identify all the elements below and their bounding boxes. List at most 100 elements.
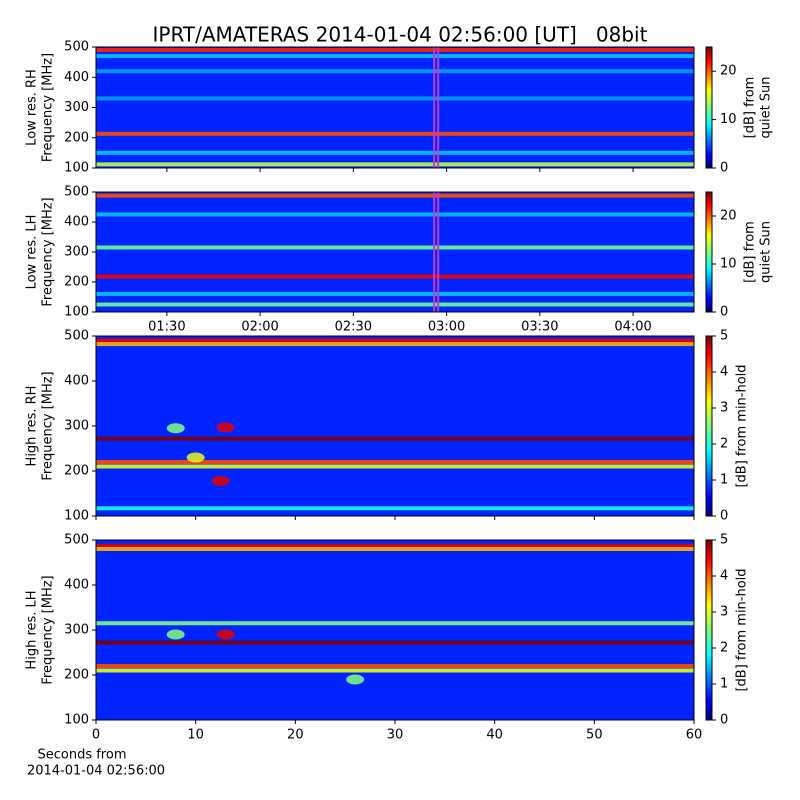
band xyxy=(96,436,694,441)
colorbar-tick-label: 4 xyxy=(720,365,728,380)
y-tick-label: 100 xyxy=(64,713,89,728)
figure-title: IPRT/AMATERAS 2014-01-04 02:56:00 [UT] 0… xyxy=(153,23,648,47)
band xyxy=(96,664,694,668)
y-tick-label: 100 xyxy=(64,509,89,524)
y-tick-label: 400 xyxy=(64,70,89,85)
band xyxy=(96,96,694,101)
band xyxy=(96,292,694,296)
y-tick-label: 500 xyxy=(64,40,89,55)
colorbar-tick-label: 10 xyxy=(720,112,737,127)
band xyxy=(96,640,694,645)
colorbar-tick-label: 4 xyxy=(720,569,728,584)
x-tick-label: 50 xyxy=(586,728,603,743)
y-axis-label: Frequency [MHz] xyxy=(41,197,56,306)
y-tick-label: 200 xyxy=(64,275,89,290)
y-tick-label: 100 xyxy=(64,161,89,176)
colorbar-tick-label: 3 xyxy=(720,605,728,620)
colorbar-tick-label: 1 xyxy=(720,473,728,488)
spot xyxy=(186,452,205,463)
band xyxy=(96,668,694,673)
colorbar-label: [dB] from xyxy=(743,77,758,139)
spot xyxy=(166,629,185,640)
colorbar xyxy=(705,335,713,517)
x-tick-label: 60 xyxy=(686,728,703,743)
colorbar xyxy=(705,539,713,721)
y-tick-label: 400 xyxy=(64,374,89,389)
x-tick-label: 10 xyxy=(187,728,204,743)
colorbar-tick-label: 2 xyxy=(720,437,728,452)
colorbar xyxy=(705,191,713,313)
band xyxy=(96,338,694,343)
y-tick-label: 500 xyxy=(64,329,89,344)
colorbar-tick-label: 5 xyxy=(720,329,728,344)
y-axis-label: Frequency [MHz] xyxy=(41,53,56,162)
y-axis-label: Low res. LH xyxy=(25,215,40,290)
y-tick-label: 300 xyxy=(64,100,89,115)
band xyxy=(96,342,694,347)
band xyxy=(96,193,694,198)
colorbar-tick-label: 10 xyxy=(720,257,737,272)
y-tick-label: 500 xyxy=(64,185,89,200)
y-axis-label: Low res. RH xyxy=(25,69,40,146)
x-tick-label: 30 xyxy=(387,728,404,743)
y-tick-label: 100 xyxy=(64,305,89,320)
y-tick-label: 200 xyxy=(64,668,89,683)
band xyxy=(96,621,694,626)
band xyxy=(96,506,694,511)
colorbar-tick-label: 3 xyxy=(720,401,728,416)
spot xyxy=(211,475,230,486)
y-tick-label: 200 xyxy=(64,130,89,145)
colorbar-label: [dB] from min-hold xyxy=(735,568,750,691)
band xyxy=(96,274,694,279)
y-tick-label: 300 xyxy=(64,419,89,434)
spot xyxy=(166,423,185,434)
colorbar-tick-label: 20 xyxy=(720,209,737,224)
band xyxy=(96,131,694,136)
band xyxy=(96,547,694,551)
x-tick-label: 02:30 xyxy=(335,320,372,335)
heatmap-background xyxy=(96,336,694,516)
colorbar-tick-label: 5 xyxy=(720,533,728,548)
x-tick-label: 01:30 xyxy=(148,320,185,335)
x-axis-label: 2014-01-04 02:56:00 xyxy=(27,764,165,779)
band xyxy=(96,302,694,307)
x-tick-label: 40 xyxy=(486,728,503,743)
y-tick-label: 400 xyxy=(64,215,89,230)
band xyxy=(96,464,694,469)
x-tick-label: 03:00 xyxy=(428,320,465,335)
y-axis-label: High res. LH xyxy=(25,590,40,669)
band xyxy=(96,212,694,217)
band xyxy=(96,150,694,155)
x-tick-label: 02:00 xyxy=(241,320,278,335)
colorbar-label: [dB] from min-hold xyxy=(735,364,750,487)
y-tick-label: 500 xyxy=(64,533,89,548)
y-tick-label: 300 xyxy=(64,623,89,638)
x-tick-label: 20 xyxy=(287,728,304,743)
heatmap-background xyxy=(96,540,694,720)
colorbar-tick-label: 0 xyxy=(720,305,728,320)
colorbar-tick-label: 0 xyxy=(720,509,728,524)
band xyxy=(96,460,694,464)
x-tick-label: 0 xyxy=(92,728,100,743)
y-tick-label: 400 xyxy=(64,578,89,593)
band xyxy=(96,48,694,53)
x-axis-label: Seconds from xyxy=(37,748,126,763)
spot xyxy=(216,422,235,433)
colorbar-tick-label: 1 xyxy=(720,677,728,692)
band xyxy=(96,162,694,167)
spot xyxy=(346,674,365,685)
colorbar-label: [dB] from xyxy=(743,221,758,283)
heatmap-background xyxy=(96,47,694,168)
y-axis-label: High res. RH xyxy=(25,386,40,467)
y-tick-label: 300 xyxy=(64,245,89,260)
y-axis-label: Frequency [MHz] xyxy=(41,575,56,684)
band xyxy=(96,543,694,548)
band xyxy=(96,245,694,250)
y-tick-label: 200 xyxy=(64,464,89,479)
colorbar-tick-label: 0 xyxy=(720,713,728,728)
band xyxy=(96,69,694,74)
x-tick-label: 04:00 xyxy=(614,320,651,335)
colorbar-tick-label: 0 xyxy=(720,161,728,176)
colorbar-tick-label: 2 xyxy=(720,641,728,656)
